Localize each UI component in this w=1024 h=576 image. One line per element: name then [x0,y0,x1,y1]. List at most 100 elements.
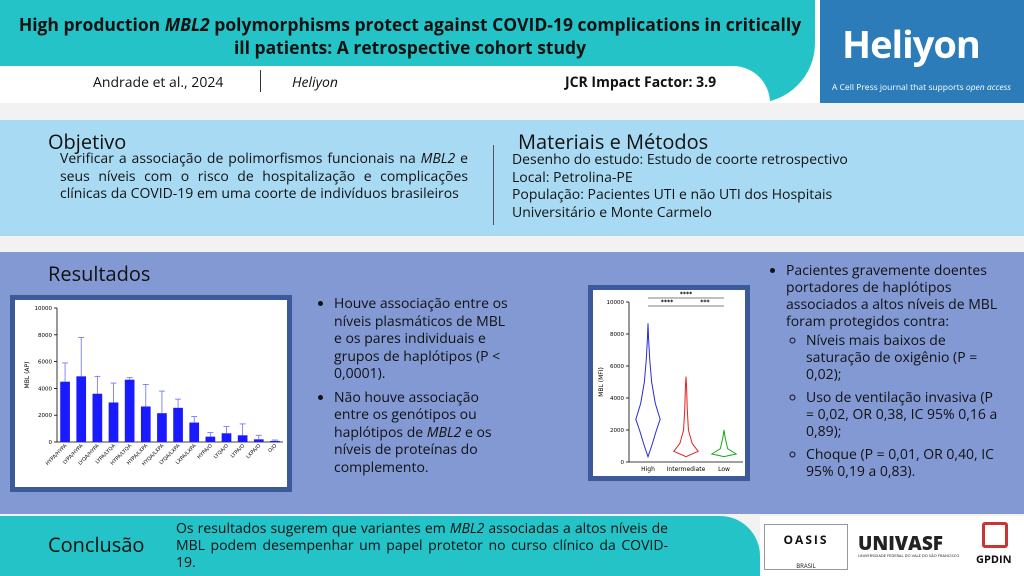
italic-text: open access [965,82,1011,93]
text: Os resultados sugerem que variantes em [176,519,450,538]
text: A Cell Press journal that supports [832,82,966,93]
text: Houve associação entre os níveis plasmát… [334,294,508,383]
meta-band [0,66,770,103]
sub-bullet: Choque (P = 0,01, OR 0,40, IC 95% 0,19 a… [806,446,1000,480]
gpdin-icon [982,522,1008,548]
methods-line: Desenho do estudo: Estudo de coorte retr… [512,150,848,169]
significance-label: **** [680,291,693,298]
text: associadas a altos níveis de MBL podem d… [176,519,668,572]
x-tick-label: Low [718,466,730,473]
right-bullets: Pacientes gravemente doentes portadores … [770,262,1000,486]
logo-text: OASIS [783,531,829,548]
conclusion-text: Os resultados sugerem que variantes em M… [176,520,668,571]
y-tick-label: 10000 [607,300,625,306]
bar [92,393,103,442]
middle-bullets: Houve associação entre os níveis plasmát… [318,295,513,482]
x-tick-label: High [641,466,655,473]
bar [253,439,264,442]
methods-line: População: Pacientes UTI e não UTI dos H… [512,185,833,222]
bar [237,435,248,442]
divider [493,145,494,225]
x-tick-label: LYPA/O [230,443,246,459]
bar [157,413,167,442]
y-tick-label: 6000 [38,360,52,366]
y-tick-label: 2000 [610,428,624,434]
title: High production MBL2 polymorphisms prote… [15,14,805,60]
italic-text: MBL2 [426,422,462,442]
heading: Materiais e Métodos [518,128,709,155]
univasf-logo: UNIVASF [858,530,944,556]
y-tick-label: 4000 [38,386,52,392]
y-tick-label: 6000 [610,364,624,370]
bar [221,433,232,442]
violin [710,429,738,458]
y-tick-label: 4000 [610,396,624,402]
logo-text: BRASIL [796,562,816,570]
bullet: Pacientes gravemente doentes portadores … [786,262,1000,480]
significance-label: **** [661,299,674,306]
y-axis-label: MBL (AP) [24,362,31,389]
x-tick-label: Intermediate [667,466,706,473]
methods-line: Local: Petrolina-PE [512,167,633,187]
sub-bullet: Uso de ventilação invasiva (P = 0,02, OR… [806,389,1000,440]
journal-logo: Heliyon A Cell Press journal that suppor… [820,0,1024,103]
heading: Resultados [48,260,151,287]
y-tick-label: 0 [621,460,625,466]
italic-text: MBL2 [420,149,456,168]
bar [60,381,70,442]
bar [76,376,87,442]
bar [189,422,200,442]
text: High production [18,13,165,37]
x-tick-label: LYQA/O [213,443,230,460]
bar [140,406,151,442]
y-tick-label: 0 [49,440,53,446]
bullet: Houve associação entre os níveis plasmát… [334,295,513,383]
bar [108,402,119,442]
text: polymorphisms protect against COVID-19 c… [209,13,802,60]
authors: Andrade et al., 2024 [93,73,224,92]
conclusion-band [0,516,760,576]
text: e os níveis de proteínas do complemento. [334,422,492,477]
logo-text: UNIVERSIDADE FEDERAL DO VALE DO SÃO FRAN… [858,554,960,559]
heading: Objetivo [48,128,127,155]
gpdin-logo: GPDIN [976,552,1012,567]
text: Não houve associação entre os genótipos … [334,387,479,442]
logo-tagline: A Cell Press journal that supports open … [832,82,1011,93]
italic-text: MBL2 [164,13,210,37]
bullet-text: Pacientes gravemente doentes portadores … [786,261,998,331]
bullet: Não houve associação entre os genótipos … [334,387,513,477]
bar [124,379,135,442]
violin-chart: 0 2000 4000 6000 8000 10000 MBL (MFI) High Inter… [588,285,750,481]
y-tick-label: 8000 [38,333,52,339]
significance-label: *** [700,299,710,306]
bar [205,436,216,442]
heading: Conclusão [48,531,145,558]
text: Verificar a associação de polimorfismos … [60,149,421,168]
bar [173,407,183,442]
objective-section [0,120,1024,236]
italic-text: MBL2 [449,519,485,538]
violin [635,323,661,459]
logos: OASIS BRASIL UNIVASF UNIVERSIDADE FEDERA… [760,516,1024,576]
impact-factor: JCR Impact Factor: 3.9 [565,73,717,92]
violin [673,376,699,458]
x-tick-label: O/O [267,443,278,454]
sub-bullets: Níveis mais baixos de saturação de oxigê… [786,332,1000,480]
bar [270,440,280,442]
logo-text: Heliyon [842,18,981,70]
objective-text: Verificar a associação de polimorfismos … [60,150,468,203]
y-tick-label: 10000 [35,306,53,312]
sub-bullet: Níveis mais baixos de saturação de oxigê… [806,332,1000,383]
methods-text: Desenho do estudo: Estudo de coorte retr… [512,151,902,221]
y-axis-label: MBL (MFI) [598,367,605,397]
y-tick-label: 2000 [38,413,52,419]
oasis-logo: OASIS BRASIL [764,524,848,570]
divider [260,70,261,92]
x-tick-label: HYPA/O [196,443,213,460]
text: e seus níveis com o risco de hospitaliza… [60,149,469,203]
journal: Heliyon [292,73,338,92]
y-tick-label: 8000 [610,332,624,338]
